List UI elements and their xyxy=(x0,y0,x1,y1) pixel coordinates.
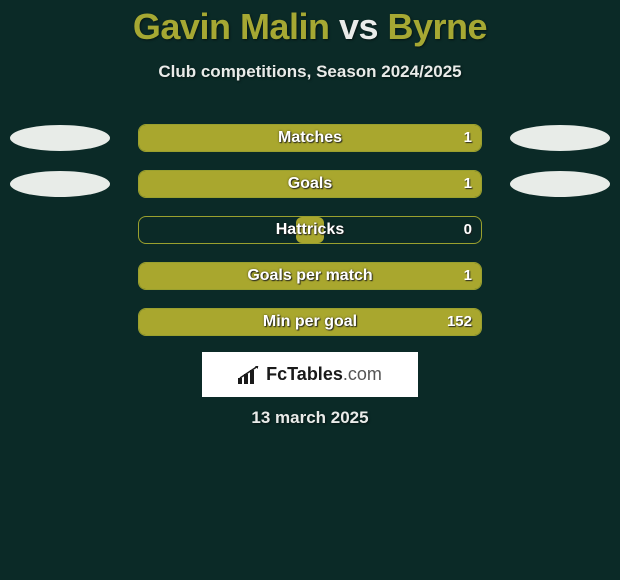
title-player-b: Byrne xyxy=(388,6,488,47)
left-ellipse xyxy=(10,125,110,151)
bar-fill xyxy=(139,171,481,197)
stat-row: Matches1 xyxy=(0,118,620,164)
page-title: Gavin Malin vs Byrne xyxy=(0,0,620,48)
logo-text: FcTables.com xyxy=(266,364,382,385)
bar-frame xyxy=(138,124,482,152)
bar-fill xyxy=(296,217,323,243)
stat-row: Min per goal152 xyxy=(0,302,620,348)
bar-fill xyxy=(139,309,481,335)
title-player-a: Gavin Malin xyxy=(133,6,330,47)
date-label: 13 march 2025 xyxy=(0,408,620,428)
stat-row: Goals per match1 xyxy=(0,256,620,302)
right-ellipse xyxy=(510,171,610,197)
logo-domain: .com xyxy=(343,364,382,384)
fctables-logo: FcTables.com xyxy=(202,352,418,397)
title-vs: vs xyxy=(339,6,378,47)
bar-fill xyxy=(139,263,481,289)
left-ellipse xyxy=(10,171,110,197)
right-ellipse xyxy=(510,125,610,151)
subtitle: Club competitions, Season 2024/2025 xyxy=(0,62,620,82)
stat-row: Goals1 xyxy=(0,164,620,210)
bar-frame xyxy=(138,262,482,290)
stat-row: Hattricks0 xyxy=(0,210,620,256)
bar-frame xyxy=(138,308,482,336)
logo-bars-icon xyxy=(238,366,260,384)
bar-frame xyxy=(138,170,482,198)
stat-rows: Matches1Goals1Hattricks0Goals per match1… xyxy=(0,118,620,348)
bar-frame xyxy=(138,216,482,244)
logo-brand: FcTables xyxy=(266,364,343,384)
bar-fill xyxy=(139,125,481,151)
